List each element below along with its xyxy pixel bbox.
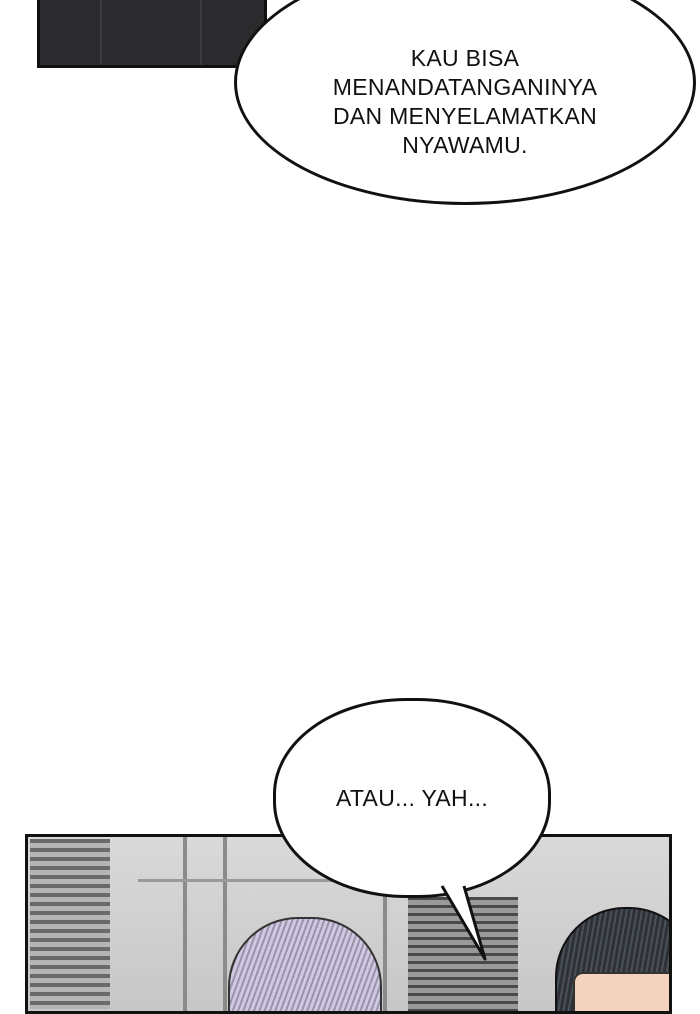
- top-comic-panel: [37, 0, 267, 68]
- wall-shelf: [138, 879, 398, 882]
- wall-pillar: [223, 837, 227, 1011]
- panel-shading-line: [100, 0, 102, 65]
- speech-text-bottom: ATAU... YAH...: [335, 784, 489, 811]
- panel-shading-line: [200, 0, 202, 65]
- wall-pillar: [183, 837, 187, 1011]
- wall-pillar: [383, 837, 387, 1011]
- speech-tail-shape: [440, 884, 487, 961]
- speech-bubble-top: KAU BISA MENANDATANGANINYA DAN MENYELAMA…: [234, 0, 696, 205]
- character-left-hair: [228, 917, 382, 1011]
- speech-bubble-bottom: ATAU... YAH...: [273, 698, 551, 898]
- window-blinds: [30, 839, 110, 1009]
- character-right-face: [573, 972, 669, 1011]
- speech-text-top: KAU BISA MENANDATANGANINYA DAN MENYELAMA…: [332, 44, 598, 158]
